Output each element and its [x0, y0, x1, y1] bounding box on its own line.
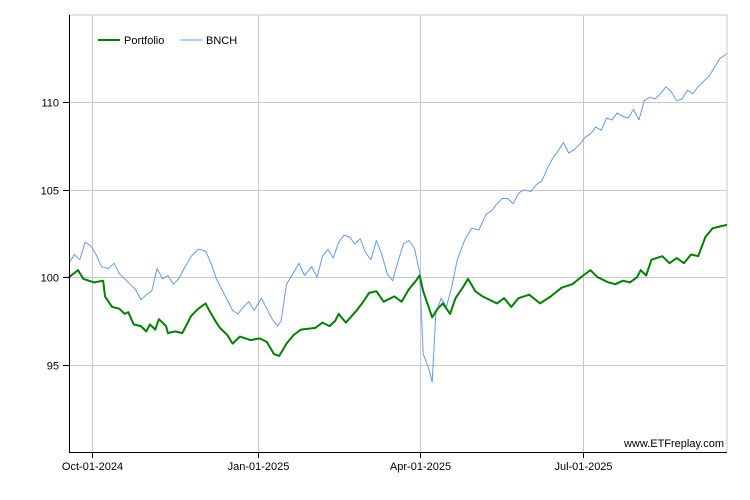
x-tick-label: Jul-01-2025 — [554, 461, 612, 473]
x-tick-label: Jan-01-2025 — [228, 461, 290, 473]
axes — [63, 15, 727, 458]
x-tick-label: Oct-01-2024 — [62, 461, 123, 473]
legend-label-bnch: BNCH — [206, 35, 237, 47]
gridlines — [69, 14, 728, 452]
watermark-text: www.ETFreplay.com — [623, 438, 724, 450]
series-line-portfolio — [68, 223, 728, 357]
series-line-bnch — [68, 53, 728, 383]
y-tick-label: 95 — [47, 361, 59, 373]
y-tick-label: 110 — [41, 98, 59, 110]
y-tick-label: 105 — [41, 186, 59, 198]
series-lines — [68, 53, 728, 383]
legend-label-portfolio: Portfolio — [124, 35, 164, 47]
y-tick-label: 100 — [41, 273, 59, 285]
tick-labels: 95 100 105 110 Oct-01-2024 Jan-01-2025 Apr-01-… — [41, 98, 613, 474]
x-tick-label: Apr-01-2025 — [390, 461, 451, 473]
legend: Portfolio BNCH — [98, 35, 237, 47]
